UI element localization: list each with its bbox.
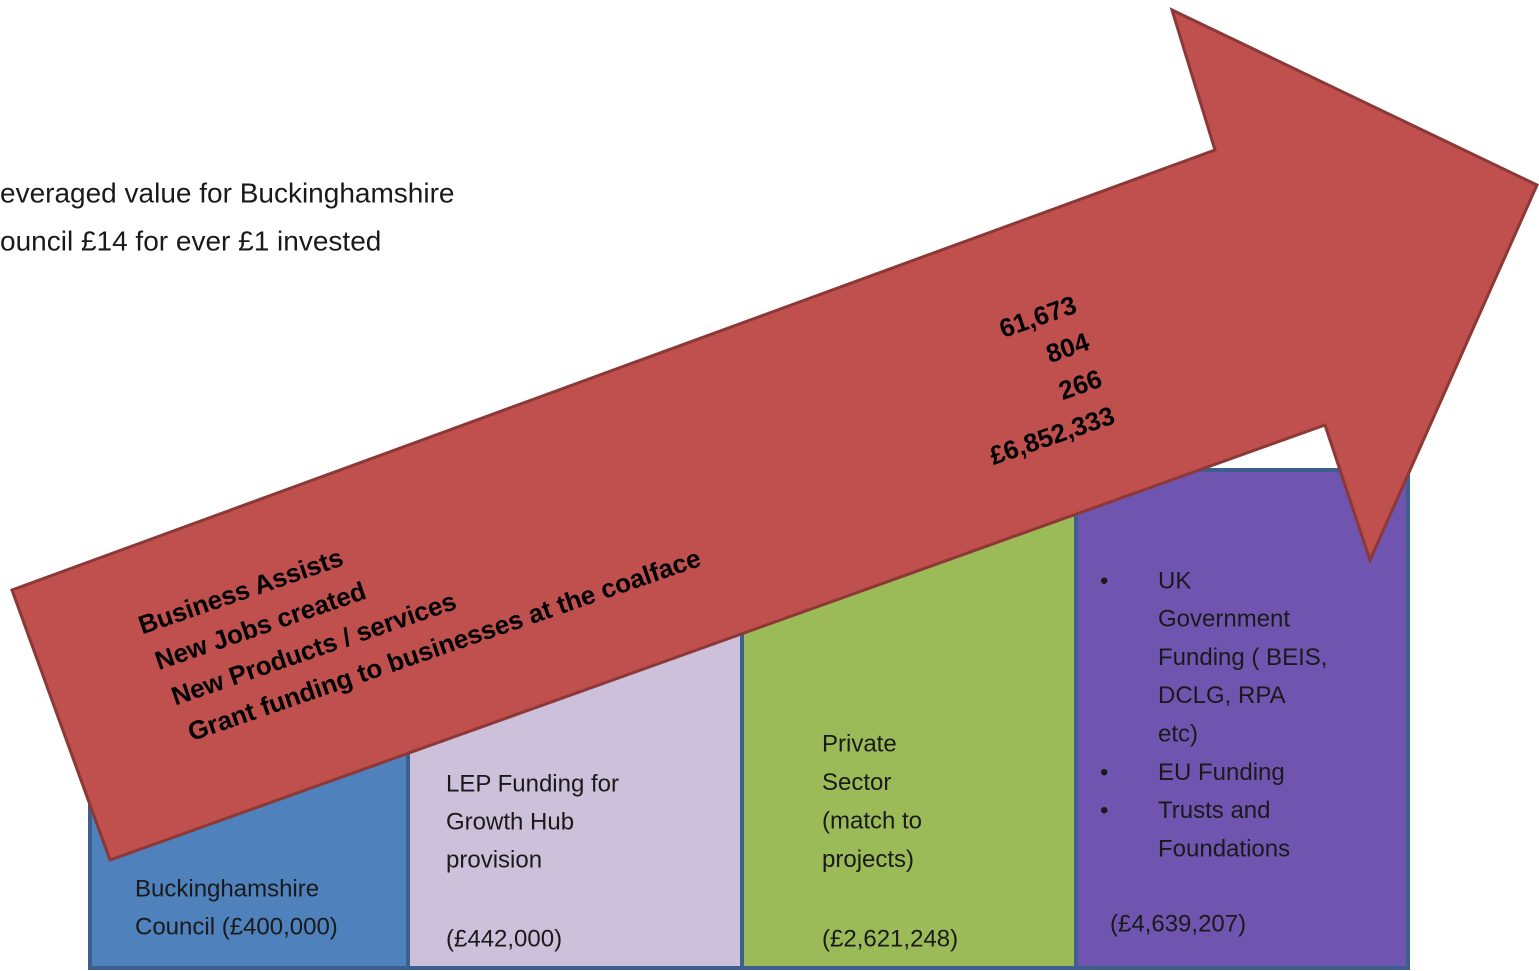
- arrow: [10, 7, 1539, 862]
- headline: ouncil £14 for ever £1 invested: [0, 225, 381, 256]
- bullet: •: [1100, 759, 1108, 786]
- box-line: Private: [822, 730, 897, 757]
- bullet-line: Funding ( BEIS,: [1158, 644, 1327, 671]
- content: everaged value for Buckinghamshire ouncil…: [0, 177, 1327, 952]
- bullet-line: Foundations: [1158, 835, 1290, 862]
- bullet-line: DCLG, RPA: [1158, 682, 1286, 709]
- headline: everaged value for Buckinghamshire: [0, 177, 454, 208]
- bullet-line: UK: [1158, 567, 1191, 594]
- box-line: provision: [446, 846, 542, 873]
- box-amount: (£4,639,207): [1110, 910, 1246, 937]
- bullet: •: [1100, 797, 1108, 824]
- bullet-line: Trusts and: [1158, 797, 1271, 824]
- bullet: •: [1100, 567, 1108, 594]
- box-amount: (£442,000): [446, 925, 562, 952]
- box-line: Council (£400,000): [135, 913, 338, 940]
- bullet-line: Government: [1158, 606, 1290, 633]
- box-line: (match to: [822, 807, 922, 834]
- bullet-line: EU Funding: [1158, 759, 1285, 786]
- box-line: Sector: [822, 769, 891, 796]
- box-amount: (£2,621,248): [822, 925, 958, 952]
- box-line: LEP Funding for: [446, 770, 619, 797]
- box-line: Buckinghamshire: [135, 875, 319, 902]
- box-line: Growth Hub: [446, 808, 574, 835]
- bullet-line: etc): [1158, 721, 1198, 748]
- box-line: projects): [822, 846, 914, 873]
- box-government: [1074, 468, 1410, 970]
